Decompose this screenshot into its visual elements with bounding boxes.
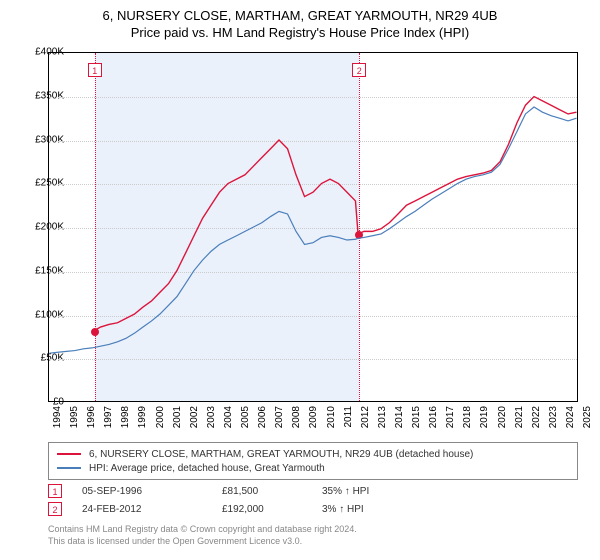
x-tick-label: 2020 xyxy=(497,406,508,436)
series-line-price_paid xyxy=(95,97,576,331)
x-tick-label: 2009 xyxy=(308,406,319,436)
legend-swatch xyxy=(57,467,81,469)
x-tick-label: 1998 xyxy=(120,406,131,436)
x-tick-label: 1995 xyxy=(69,406,80,436)
line-series-svg xyxy=(49,53,577,401)
x-tick-label: 2012 xyxy=(360,406,371,436)
x-tick-label: 2006 xyxy=(257,406,268,436)
x-tick-label: 2003 xyxy=(206,406,217,436)
legend-label: HPI: Average price, detached house, Grea… xyxy=(89,463,325,474)
x-tick-label: 2024 xyxy=(565,406,576,436)
event-pct: 3% ↑ HPI xyxy=(322,504,422,515)
chart-title-line1: 6, NURSERY CLOSE, MARTHAM, GREAT YARMOUT… xyxy=(0,8,600,23)
event-table: 1 05-SEP-1996£81,50035% ↑ HPI 2 24-FEB-2012… xyxy=(48,482,578,518)
chart-container: 6, NURSERY CLOSE, MARTHAM, GREAT YARMOUT… xyxy=(0,0,600,560)
event-date: 05-SEP-1996 xyxy=(82,486,222,497)
x-tick-label: 2019 xyxy=(479,406,490,436)
footer-line2: This data is licensed under the Open Gov… xyxy=(48,536,578,548)
x-tick-label: 2008 xyxy=(291,406,302,436)
event-price: £192,000 xyxy=(222,504,322,515)
x-tick-label: 2018 xyxy=(462,406,473,436)
x-tick-label: 2023 xyxy=(548,406,559,436)
series-line-hpi xyxy=(50,107,577,353)
event-num: 2 xyxy=(48,502,62,516)
legend: 6, NURSERY CLOSE, MARTHAM, GREAT YARMOUT… xyxy=(48,442,578,480)
x-tick-label: 1994 xyxy=(52,406,63,436)
chart-plot-area: 12 xyxy=(48,52,578,402)
x-tick-label: 2015 xyxy=(411,406,422,436)
x-tick-label: 1997 xyxy=(103,406,114,436)
event-price: £81,500 xyxy=(222,486,322,497)
x-tick-label: 2021 xyxy=(514,406,525,436)
legend-row: HPI: Average price, detached house, Grea… xyxy=(57,461,569,475)
event-row: 1 05-SEP-1996£81,50035% ↑ HPI xyxy=(48,482,578,500)
x-tick-label: 2022 xyxy=(531,406,542,436)
x-tick-label: 2013 xyxy=(377,406,388,436)
x-tick-label: 2000 xyxy=(155,406,166,436)
x-tick-label: 2007 xyxy=(274,406,285,436)
x-tick-label: 2001 xyxy=(172,406,183,436)
x-tick-label: 2002 xyxy=(189,406,200,436)
event-num: 1 xyxy=(48,484,62,498)
legend-label: 6, NURSERY CLOSE, MARTHAM, GREAT YARMOUT… xyxy=(89,449,473,460)
x-tick-label: 1996 xyxy=(86,406,97,436)
footer-line1: Contains HM Land Registry data © Crown c… xyxy=(48,524,578,536)
x-tick-label: 2010 xyxy=(326,406,337,436)
x-tick-label: 2014 xyxy=(394,406,405,436)
event-pct: 35% ↑ HPI xyxy=(322,486,422,497)
x-tick-label: 2017 xyxy=(445,406,456,436)
x-tick-label: 2004 xyxy=(223,406,234,436)
x-tick-label: 2016 xyxy=(428,406,439,436)
x-tick-label: 2025 xyxy=(582,406,593,436)
x-tick-label: 2005 xyxy=(240,406,251,436)
footer-attribution: Contains HM Land Registry data © Crown c… xyxy=(48,524,578,547)
event-row: 2 24-FEB-2012£192,0003% ↑ HPI xyxy=(48,500,578,518)
title-block: 6, NURSERY CLOSE, MARTHAM, GREAT YARMOUT… xyxy=(0,0,600,40)
event-date: 24-FEB-2012 xyxy=(82,504,222,515)
x-tick-label: 2011 xyxy=(343,406,354,436)
legend-swatch xyxy=(57,453,81,455)
chart-title-line2: Price paid vs. HM Land Registry's House … xyxy=(0,25,600,40)
x-tick-label: 1999 xyxy=(137,406,148,436)
legend-row: 6, NURSERY CLOSE, MARTHAM, GREAT YARMOUT… xyxy=(57,447,569,461)
